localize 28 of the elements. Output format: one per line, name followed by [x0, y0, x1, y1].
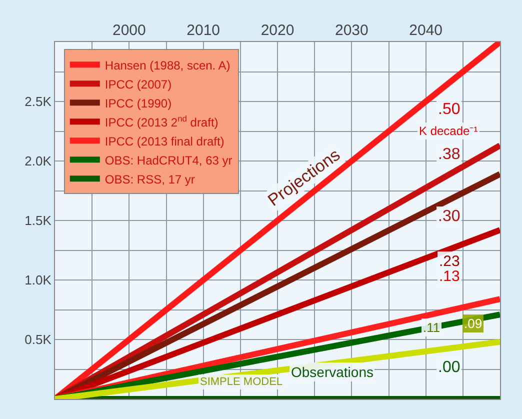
y-tick-label: 2.5K	[24, 94, 52, 110]
y-tick-label: 0.5K	[24, 332, 52, 348]
y-tick-label: 1.5K	[24, 213, 52, 228]
legend-label: OBS: RSS, 17 yr	[104, 172, 195, 186]
legend-label: Hansen (1988, scen. A)	[104, 58, 230, 72]
annotation: SIMPLE MODEL	[200, 376, 283, 388]
x-tick-label: 2040	[409, 22, 443, 39]
annotation: .00	[438, 359, 460, 376]
x-tick-label: 2010	[186, 22, 220, 39]
annotation: K decade⁻¹	[419, 124, 478, 138]
x-tick-label: 2020	[260, 22, 294, 39]
annotation: .50	[438, 101, 460, 118]
y-tick-label: 1.0K	[24, 272, 52, 288]
annotation: .30	[438, 208, 460, 225]
legend-label: OBS: HadCRUT4, 63 yr	[104, 153, 232, 168]
legend-label: IPCC (2013 final draft)	[104, 134, 224, 148]
x-tick-label: 2030	[334, 22, 368, 39]
legend-label: IPCC (2013 2$^{nd}$ draft)	[104, 113, 218, 130]
annotation: .09	[464, 316, 482, 331]
y-tick-label: 2.0K	[24, 154, 52, 169]
annotation: .38	[438, 146, 460, 163]
annotation: .11	[423, 320, 440, 335]
legend-label: IPCC (2007)	[104, 77, 172, 92]
annotation: .23	[439, 253, 460, 270]
annotation: .13	[439, 268, 460, 285]
legend-label: IPCC (1990)	[104, 96, 172, 110]
annotation: Observations	[291, 364, 374, 380]
x-tick-label: 2000	[112, 22, 146, 39]
